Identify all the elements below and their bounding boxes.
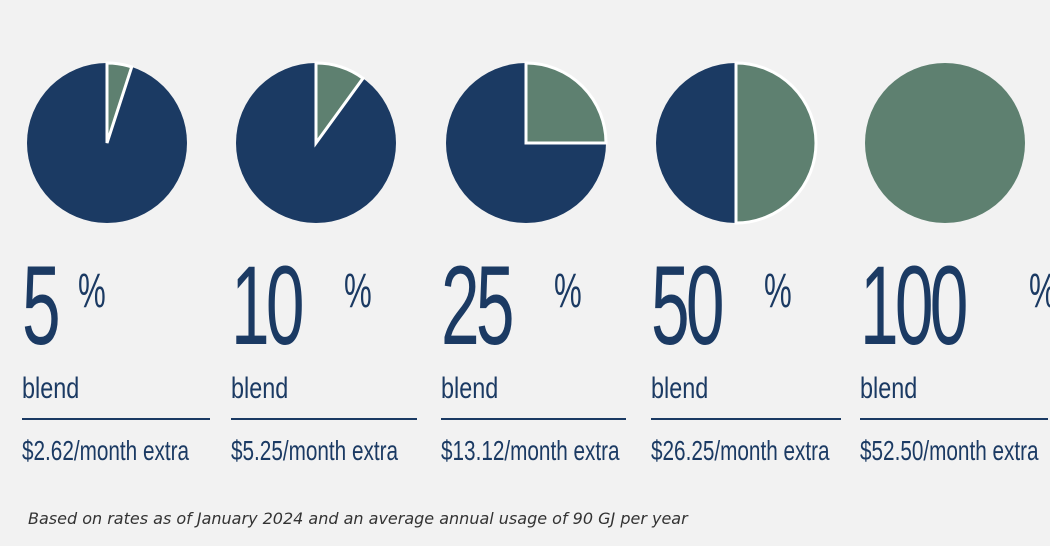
blend-label-3: blend <box>441 372 499 405</box>
percent-sign-4: % <box>763 265 792 318</box>
pie-group-4: 50 % blend $26.25/month extra <box>651 0 851 490</box>
pie-chart-2 <box>236 61 396 223</box>
pie-group-1: 5 % blend $2.62/month extra <box>22 0 222 490</box>
pie-slice-blend-4 <box>734 61 818 225</box>
divider-5 <box>860 418 1048 420</box>
pie-slice-blend-2 <box>314 61 366 148</box>
cost-text-4: $26.25/month extra <box>651 435 830 466</box>
divider-3 <box>441 418 626 420</box>
divider-2 <box>231 418 417 420</box>
footnote: Based on rates as of January 2024 and an… <box>28 509 688 528</box>
pie-group-3: 25 % blend $13.12/month extra <box>441 0 641 490</box>
pie-slice-blend-3 <box>524 61 608 145</box>
pie-chart-1 <box>27 61 187 223</box>
percent-value-2: 10 <box>231 243 305 368</box>
cost-text-3: $13.12/month extra <box>441 435 620 466</box>
percent-figure-5: 100 % <box>860 250 1050 362</box>
percent-sign-5: % <box>1029 268 1050 316</box>
percent-value-3: 25 <box>441 243 515 368</box>
percent-sign-2: % <box>343 265 372 318</box>
pie-group-2: 10 % blend $5.25/month extra <box>231 0 431 490</box>
percent-value-5: 100 <box>860 243 968 368</box>
percent-figure-2: 10 % <box>231 250 386 362</box>
percent-figure-1: 5 % <box>22 250 121 362</box>
blend-label-2: blend <box>231 372 289 405</box>
percent-value-1: 5 <box>22 243 61 368</box>
pie-slice-blend-1 <box>105 61 134 144</box>
pie-chart-5 <box>865 63 1025 223</box>
divider-4 <box>651 418 841 420</box>
cost-text-2: $5.25/month extra <box>231 435 399 466</box>
percent-figure-3: 25 % <box>441 250 596 362</box>
blend-label-4: blend <box>651 372 709 405</box>
cost-text-1: $2.62/month extra <box>22 435 190 466</box>
percent-figure-4: 50 % <box>651 250 806 362</box>
divider-1 <box>22 418 210 420</box>
blend-label-1: blend <box>22 372 80 405</box>
blend-label-5: blend <box>860 372 918 405</box>
percent-sign-1: % <box>78 265 107 318</box>
pie-group-5: 100 % blend $52.50/month extra <box>860 0 1050 490</box>
percent-sign-3: % <box>553 265 582 318</box>
pie-slice-blend-5 <box>865 63 1025 223</box>
pie-chart-4 <box>656 61 818 225</box>
pie-chart-3 <box>446 61 608 223</box>
cost-text-5: $52.50/month extra <box>860 435 1039 466</box>
percent-value-4: 50 <box>651 243 725 368</box>
